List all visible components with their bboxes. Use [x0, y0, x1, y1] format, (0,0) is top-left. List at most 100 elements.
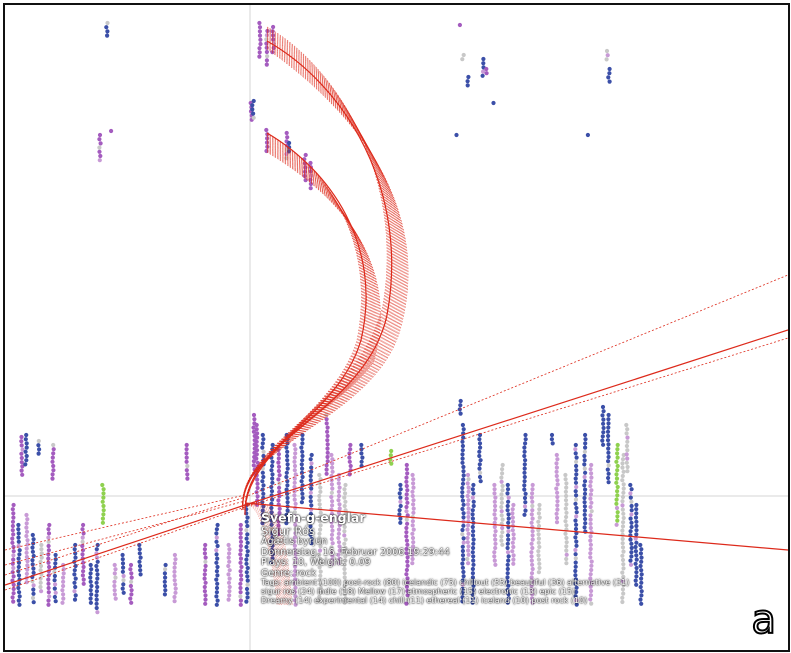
track-dot[interactable] [318, 582, 323, 587]
track-dot[interactable] [398, 487, 403, 492]
track-dot[interactable] [522, 470, 527, 475]
track-dot[interactable] [638, 584, 643, 590]
track-dot[interactable] [270, 472, 275, 477]
track-dot[interactable] [606, 454, 611, 460]
track-dot[interactable] [530, 487, 535, 492]
track-dot[interactable] [505, 566, 510, 572]
track-dot[interactable] [634, 557, 639, 562]
track-dot[interactable] [260, 441, 265, 446]
track-dot[interactable] [460, 565, 465, 570]
track-dot[interactable] [46, 577, 51, 582]
track-dot[interactable] [293, 552, 298, 557]
track-dot[interactable] [73, 593, 78, 598]
track-dot[interactable] [11, 502, 16, 508]
track-dot[interactable] [621, 515, 626, 521]
track-dot[interactable] [343, 482, 348, 488]
track-dot[interactable] [80, 573, 85, 578]
track-dot[interactable] [138, 568, 143, 573]
track-dot[interactable] [458, 403, 463, 408]
track-dot[interactable] [621, 482, 626, 487]
track-dot[interactable] [505, 600, 510, 605]
track-dot[interactable] [625, 439, 630, 444]
track-dot[interactable] [499, 538, 504, 543]
track-dot[interactable] [336, 481, 341, 486]
track-dot[interactable] [23, 462, 28, 467]
track-dot[interactable] [628, 558, 633, 563]
track-dot[interactable] [293, 522, 298, 527]
track-dot[interactable] [573, 594, 578, 599]
track-dot[interactable] [588, 546, 593, 552]
track-dot[interactable] [214, 527, 219, 532]
track-dot[interactable] [10, 528, 15, 533]
track-dot[interactable] [522, 445, 527, 450]
track-dot[interactable] [461, 469, 466, 474]
track-dot[interactable] [500, 467, 505, 472]
track-dot[interactable] [460, 595, 465, 600]
track-dot[interactable] [405, 555, 410, 560]
track-dot[interactable] [317, 472, 322, 478]
track-dot[interactable] [478, 445, 483, 450]
track-dot[interactable] [460, 439, 465, 444]
track-dot[interactable] [605, 53, 610, 58]
track-dot[interactable] [493, 503, 498, 509]
track-dot[interactable] [461, 557, 466, 562]
track-dot[interactable] [404, 504, 409, 510]
track-dot[interactable] [555, 482, 560, 487]
track-dot[interactable] [336, 477, 341, 482]
track-dot[interactable] [226, 555, 231, 560]
track-dot[interactable] [98, 153, 103, 159]
track-dot[interactable] [23, 437, 28, 442]
track-dot[interactable] [277, 494, 282, 499]
track-dot[interactable] [25, 538, 30, 543]
track-dot[interactable] [510, 549, 515, 554]
track-dot[interactable] [388, 453, 393, 458]
track-dot[interactable] [336, 493, 342, 499]
track-dot[interactable] [337, 514, 342, 520]
track-dot[interactable] [457, 22, 462, 28]
track-dot[interactable] [214, 535, 219, 540]
track-dot[interactable] [38, 576, 43, 581]
track-dot[interactable] [80, 535, 85, 540]
track-dot[interactable] [285, 135, 290, 140]
track-dot[interactable] [493, 529, 498, 534]
track-dot[interactable] [537, 544, 542, 550]
track-dot[interactable] [293, 518, 298, 523]
track-dot[interactable] [492, 558, 497, 563]
track-dot[interactable] [10, 595, 15, 600]
track-dot[interactable] [530, 562, 535, 567]
track-dot[interactable] [276, 456, 281, 461]
track-dot[interactable] [112, 588, 117, 593]
track-dot[interactable] [336, 498, 341, 503]
track-dot[interactable] [405, 593, 410, 598]
track-dot[interactable] [621, 574, 626, 579]
track-dot[interactable] [477, 449, 482, 454]
track-dot[interactable] [129, 588, 134, 593]
track-dot[interactable] [172, 573, 177, 579]
track-dot[interactable] [563, 506, 568, 511]
track-dot[interactable] [202, 589, 207, 594]
track-dot[interactable] [94, 601, 99, 606]
track-dot[interactable] [492, 533, 497, 538]
track-dot[interactable] [215, 598, 220, 603]
track-dot[interactable] [614, 480, 619, 485]
track-dot[interactable] [287, 140, 292, 146]
track-dot[interactable] [411, 498, 416, 503]
track-dot[interactable] [88, 600, 93, 605]
track-dot[interactable] [260, 479, 265, 484]
track-dot[interactable] [214, 594, 219, 599]
track-dot[interactable] [284, 445, 289, 450]
track-dot[interactable] [629, 545, 634, 551]
track-dot[interactable] [337, 485, 342, 490]
track-dot[interactable] [72, 568, 77, 573]
track-dot[interactable] [11, 599, 16, 604]
track-dot[interactable] [343, 558, 348, 563]
track-dot[interactable] [634, 523, 639, 529]
track-dot[interactable] [264, 127, 269, 133]
track-dot[interactable] [629, 520, 634, 525]
track-dot[interactable] [607, 66, 612, 72]
track-dot[interactable] [606, 446, 611, 451]
track-dot[interactable] [461, 523, 466, 528]
track-dot[interactable] [51, 447, 56, 452]
track-dot[interactable] [330, 465, 335, 470]
track-dot[interactable] [299, 500, 304, 505]
